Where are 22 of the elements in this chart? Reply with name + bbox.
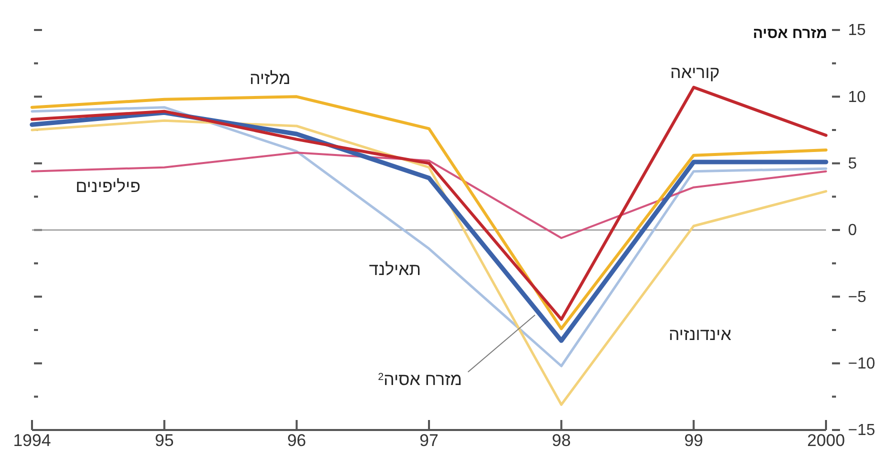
x-tick-label: 96	[287, 431, 306, 450]
x-tick-label: 99	[684, 431, 704, 450]
line-series	[31, 152, 827, 239]
x-tick-label: 98	[552, 431, 571, 450]
y-tick-label: 5	[848, 155, 857, 172]
y-tick-label: −15	[848, 422, 876, 440]
series-label: פיליפינים	[76, 177, 140, 196]
x-tick-label: 95	[154, 431, 174, 450]
series-label: קוריאה	[670, 63, 720, 82]
series-label: מלזיה	[250, 69, 290, 88]
y-tick-label: 10	[848, 88, 866, 106]
x-tick-label: 2000	[807, 431, 845, 450]
x-tick-label: 97	[420, 431, 438, 450]
x-tick-label: 1994	[13, 431, 51, 450]
line-series	[30, 119, 828, 406]
chart-title: מזרח אסיה	[752, 25, 828, 42]
series-label: תאילנד	[369, 260, 421, 279]
y-tick-label: −10	[848, 355, 876, 372]
text: אינדונזיה	[668, 325, 732, 344]
y-tick-label: −5	[848, 288, 866, 306]
y-tick-label: 0	[848, 222, 857, 240]
y-tick-label: 15	[848, 22, 866, 40]
